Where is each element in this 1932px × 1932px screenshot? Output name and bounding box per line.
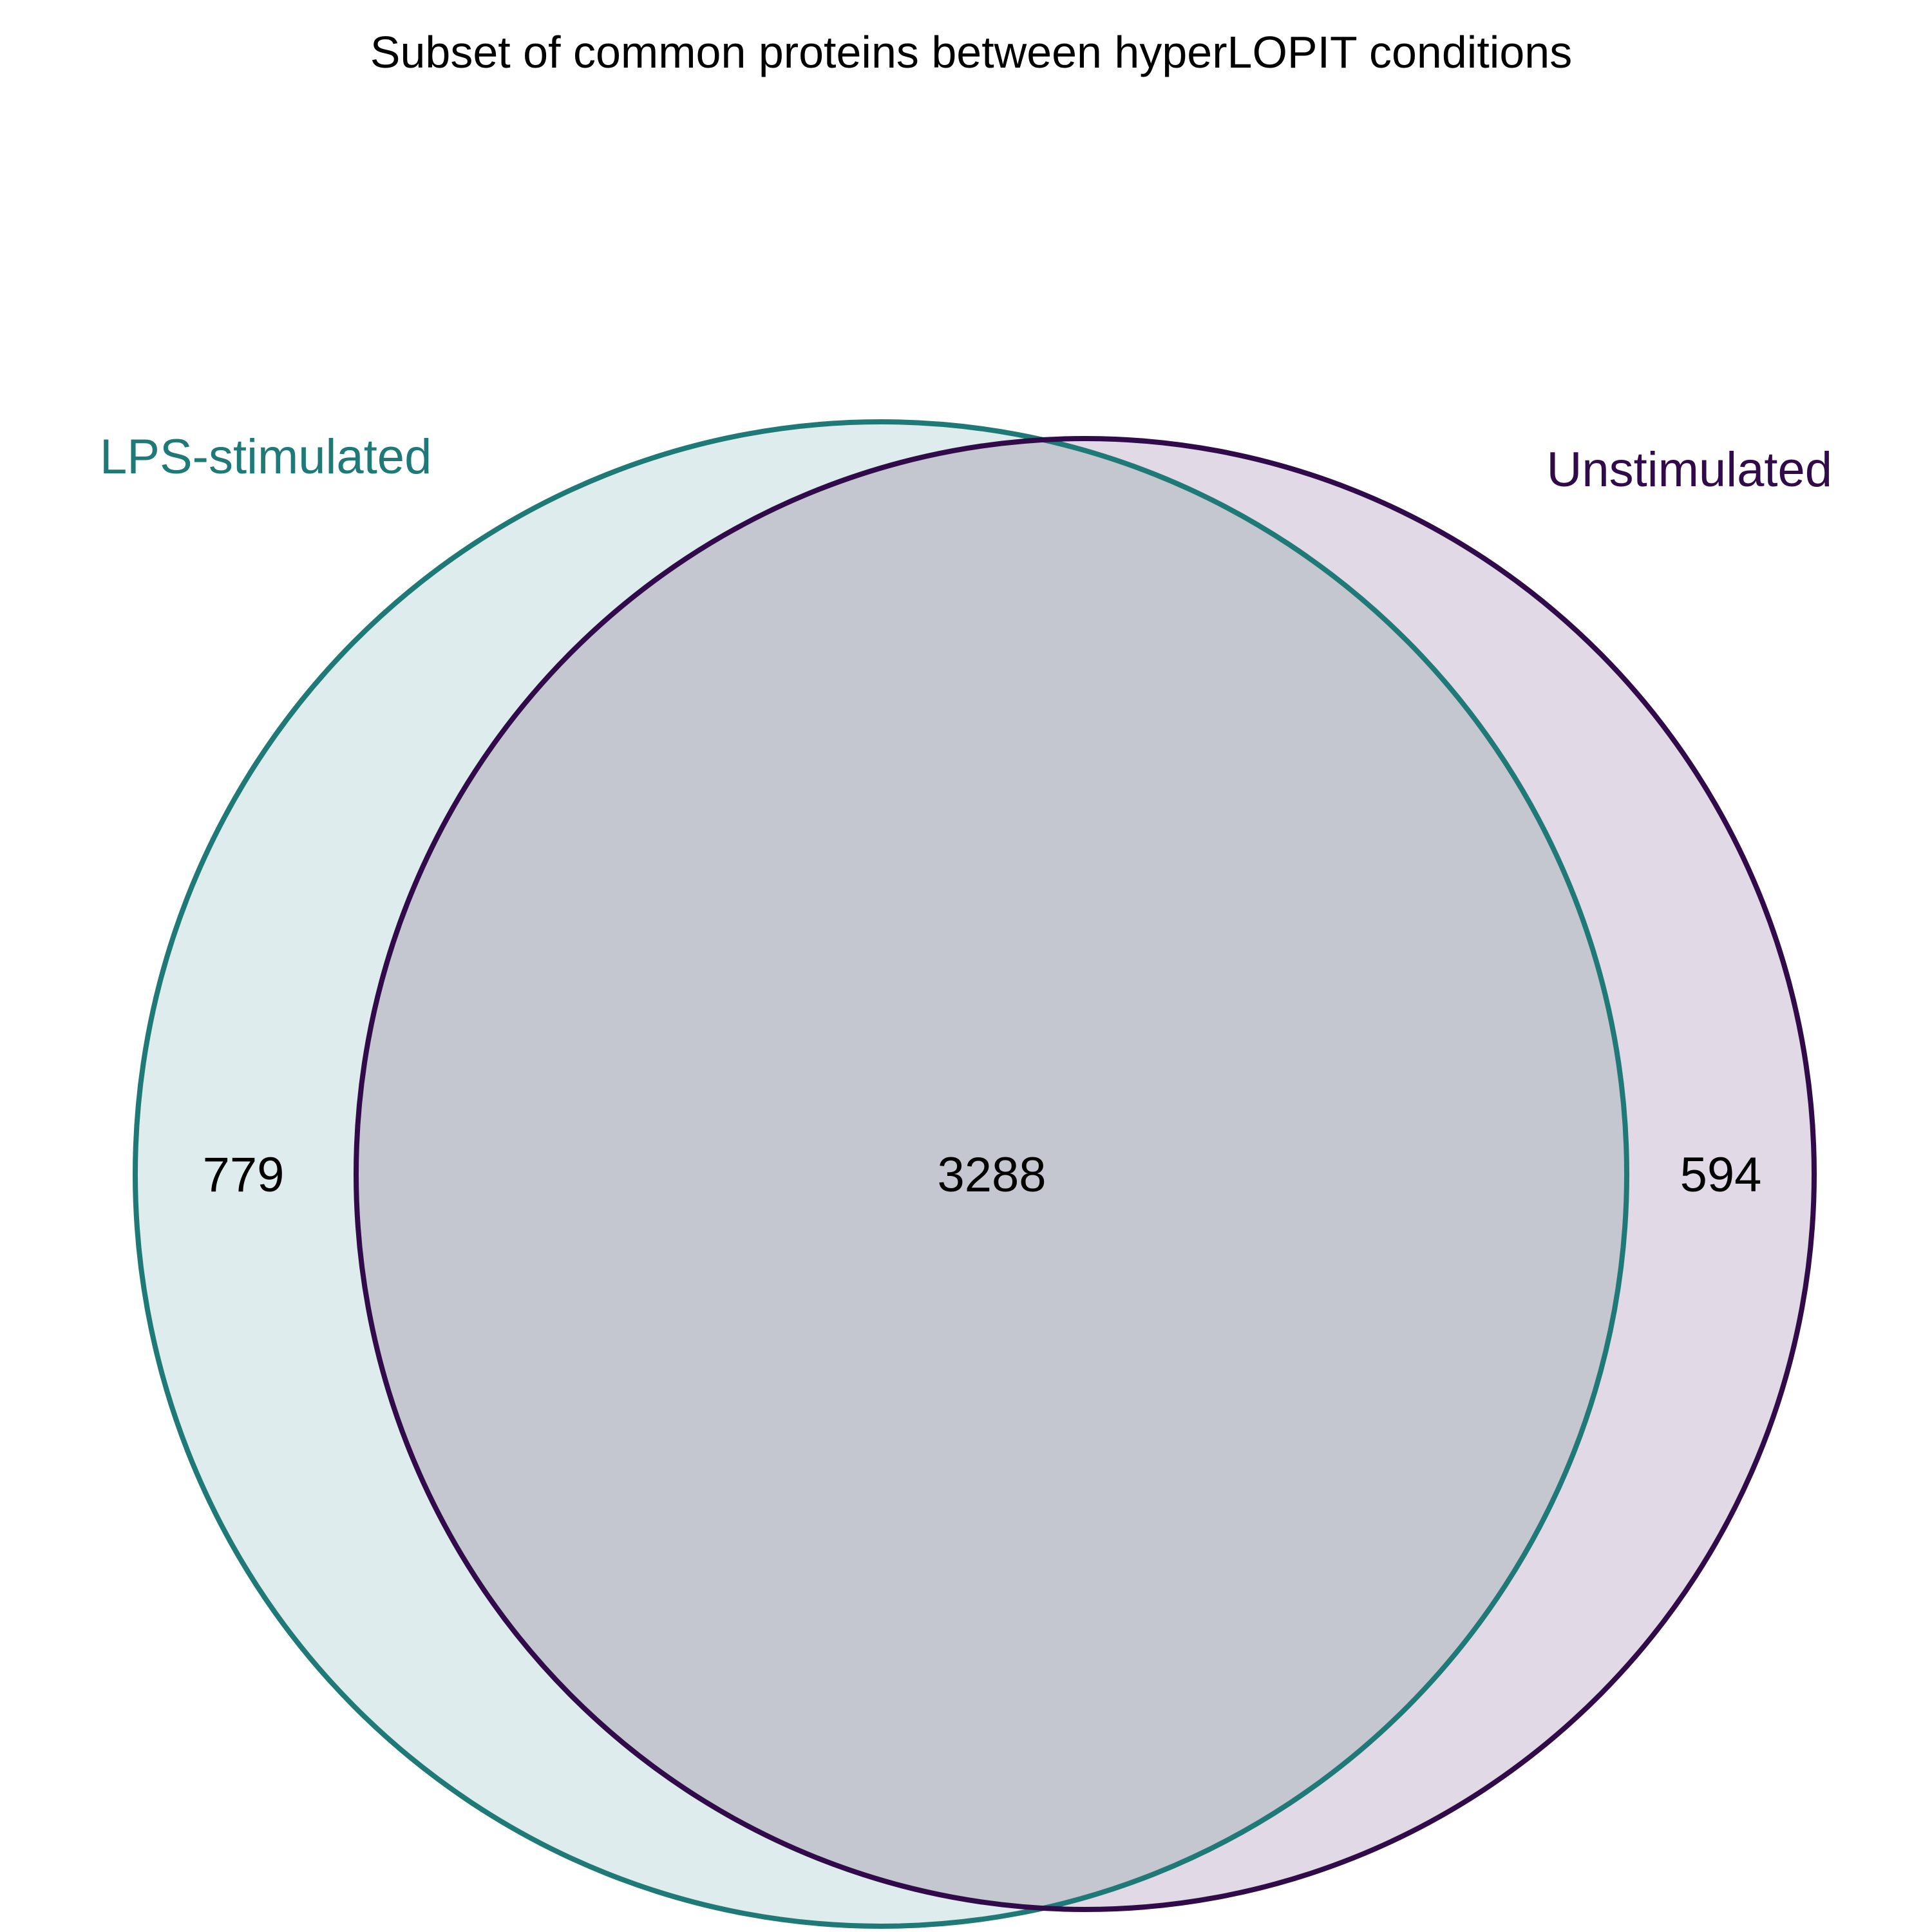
unstimulated-set-label: Unstimulated (1546, 442, 1832, 497)
diagram-title: Subset of common proteins between hyperL… (370, 27, 1572, 77)
unstimulated-only-count: 594 (1680, 1148, 1762, 1202)
unstimulated-set-outline (354, 436, 1817, 1912)
lps-stimulated-set-label: LPS-stimulated (100, 430, 431, 484)
intersection-count: 3288 (937, 1148, 1046, 1202)
lps-only-count: 779 (203, 1148, 285, 1202)
lps-stimulated-set-outline (133, 419, 1629, 1929)
intersection-fill (356, 439, 1627, 1909)
